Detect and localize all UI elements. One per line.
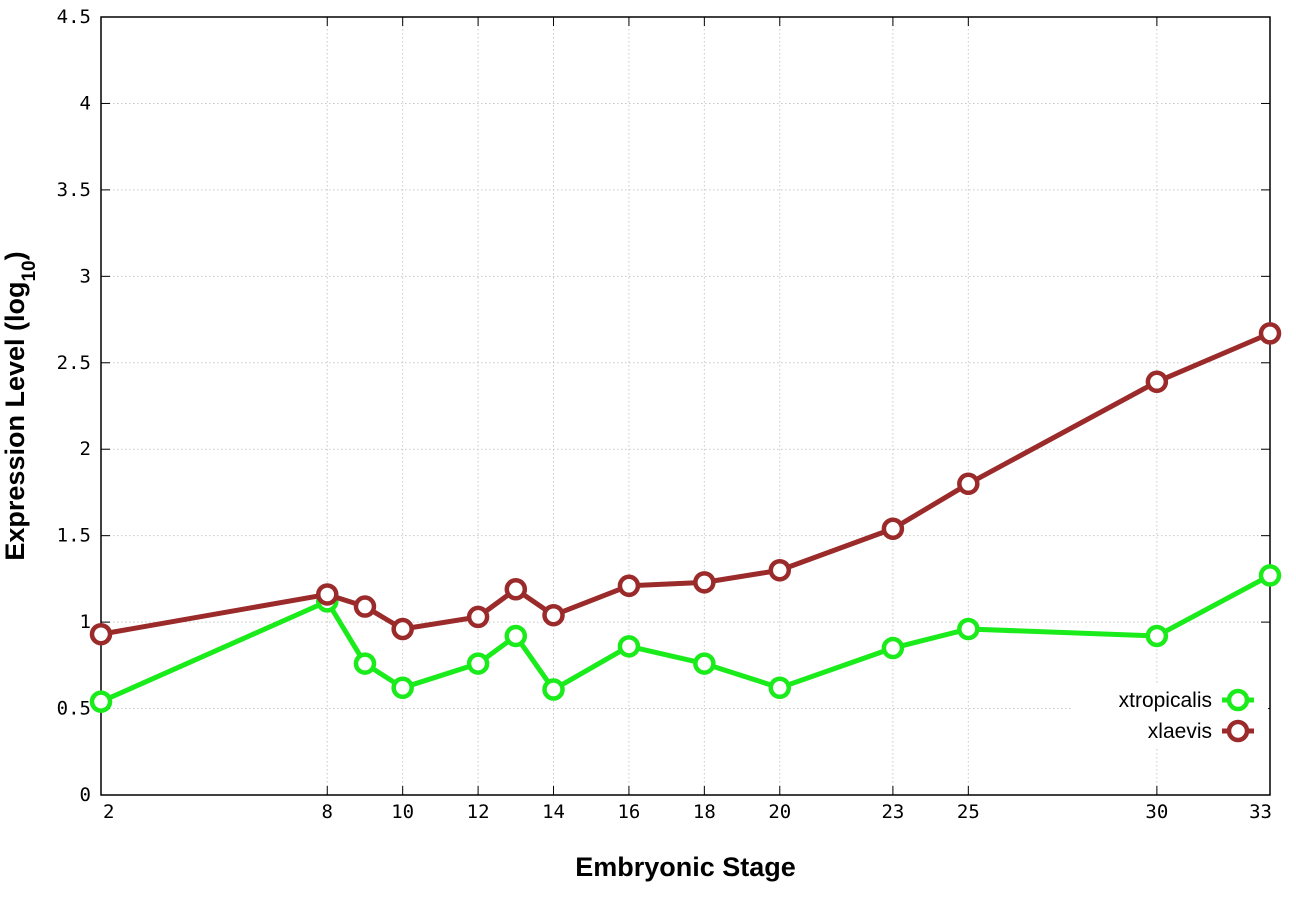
- x-tick-label: 23: [881, 801, 904, 823]
- y-axis-title: Expression Level (log10): [0, 251, 40, 560]
- x-tick-label: 8: [322, 801, 333, 823]
- legend: xtropicalis xlaevis: [1072, 684, 1268, 748]
- x-tick-label: 2: [103, 801, 114, 823]
- x-tick-label: 30: [1145, 801, 1168, 823]
- x-tick-label: 12: [467, 801, 490, 823]
- data-point: [391, 676, 414, 700]
- x-tick-label: 33: [1249, 801, 1272, 823]
- x-tick-label: 18: [693, 801, 716, 823]
- series-line: [100, 331, 1271, 637]
- data-point: [881, 517, 905, 541]
- y-axis-title-suffix: ): [0, 251, 30, 260]
- data-point: [391, 617, 414, 641]
- plot-frame: [100, 16, 1271, 796]
- data-point: [542, 603, 565, 627]
- data-point: [466, 652, 490, 675]
- data-point: [617, 635, 641, 658]
- data-point: [957, 617, 980, 641]
- y-tick-label: 2: [80, 438, 91, 460]
- data-point: [768, 676, 792, 700]
- y-tick-label: 1: [80, 611, 91, 633]
- data-point: [1258, 564, 1282, 587]
- data-point: [353, 595, 377, 618]
- data-point: [957, 472, 980, 496]
- y-tick-label: 2.5: [57, 352, 91, 374]
- data-point: [89, 690, 113, 713]
- data-point: [316, 583, 339, 606]
- x-tick-label: 20: [768, 801, 791, 823]
- data-point: [1145, 624, 1169, 648]
- series: [89, 322, 1282, 713]
- series-xtropicalis: [89, 564, 1282, 713]
- x-tick-label: 16: [617, 801, 640, 823]
- x-tick-label: 14: [542, 801, 565, 823]
- legend-swatch-marker: [1226, 719, 1250, 743]
- series-line: [99, 573, 1272, 704]
- data-point: [1258, 322, 1282, 345]
- y-axis-title-subscript: 10: [19, 260, 40, 281]
- data-point: [466, 605, 490, 629]
- data-point: [542, 678, 565, 701]
- y-tick-label: 4: [80, 92, 91, 114]
- x-tick-label: 25: [957, 801, 980, 823]
- y-tick-label: 3: [80, 265, 91, 287]
- data-point: [89, 622, 113, 646]
- data-point: [693, 571, 716, 594]
- data-point: [1145, 370, 1169, 394]
- legend-label: xlaevis: [1148, 720, 1212, 743]
- data-point: [768, 558, 792, 582]
- y-axis-title-text: Expression Level (log: [0, 282, 30, 561]
- y-tick-label: 0.5: [57, 698, 91, 720]
- axis-ticks: 0 0.5 1 1.5 2 2.5 3 3.5 4 4.5 2 8 10 12 14 16 18 20 23 25 30…: [57, 6, 1272, 823]
- legend-swatch-marker: [1226, 688, 1250, 712]
- x-axis-title: Embryonic Stage: [575, 852, 796, 882]
- data-point: [504, 624, 528, 648]
- data-point: [693, 652, 716, 675]
- data-point: [617, 574, 641, 598]
- grid: [101, 17, 1270, 795]
- y-tick-label: 3.5: [57, 179, 91, 201]
- data-point: [353, 652, 377, 675]
- y-tick-label: 1.5: [57, 525, 91, 547]
- series-xlaevis: [89, 322, 1282, 646]
- y-tick-label: 4.5: [57, 6, 91, 28]
- x-tick-label: 10: [391, 801, 414, 823]
- data-point: [504, 578, 528, 601]
- legend-label: xtropicalis: [1119, 689, 1212, 712]
- y-tick-label: 0: [80, 784, 91, 806]
- data-point: [881, 636, 905, 660]
